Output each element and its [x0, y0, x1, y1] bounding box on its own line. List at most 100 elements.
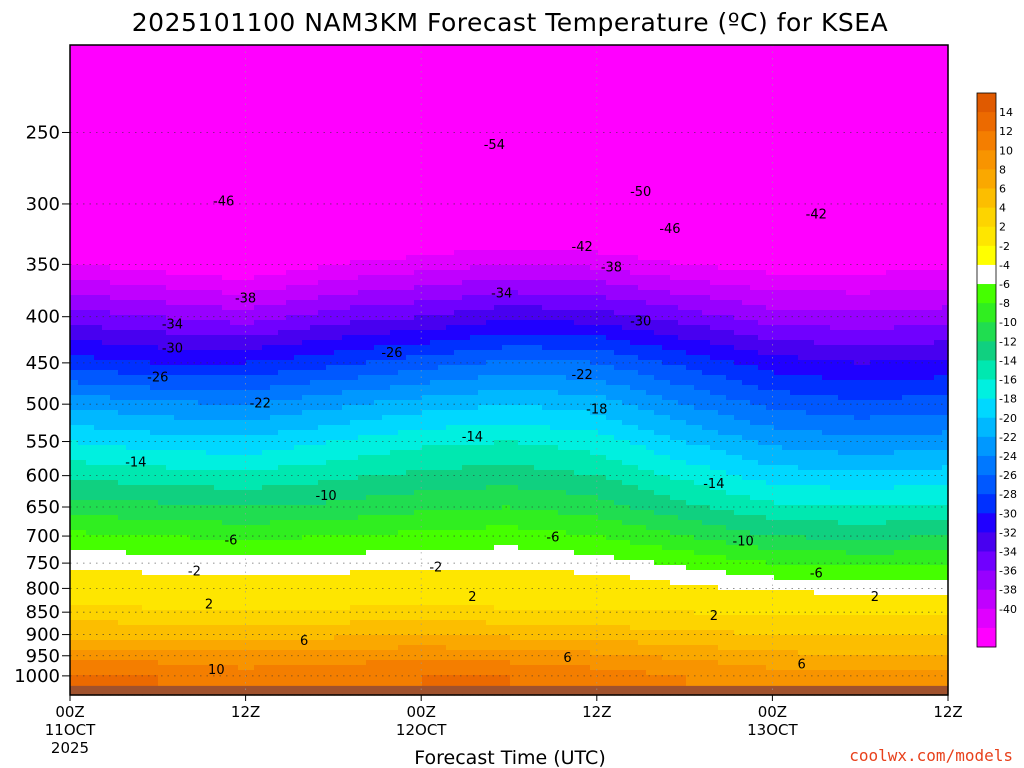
temperature-cell [262, 230, 271, 236]
temperature-cell [238, 420, 247, 426]
temperature-cell [78, 125, 87, 131]
temperature-cell [310, 360, 319, 366]
temperature-cell [142, 395, 151, 401]
temperature-cell [206, 360, 215, 366]
temperature-cell [222, 535, 231, 541]
temperature-cell [86, 75, 95, 81]
temperature-cell [358, 630, 367, 636]
temperature-cell [198, 585, 207, 591]
temperature-cell [198, 560, 207, 566]
temperature-cell [374, 300, 383, 306]
temperature-cell [102, 130, 111, 136]
temperature-cell [366, 270, 375, 276]
temperature-cell [222, 295, 231, 301]
temperature-cell [142, 305, 151, 311]
temperature-cell [342, 135, 351, 141]
temperature-cell [78, 270, 87, 276]
temperature-cell [350, 125, 359, 131]
temperature-cell [78, 440, 87, 446]
temperature-cell [278, 645, 287, 651]
temperature-cell [150, 235, 159, 241]
temperature-cell [110, 165, 119, 171]
temperature-cell [158, 125, 167, 131]
temperature-cell [302, 510, 311, 516]
temperature-cell [366, 595, 375, 601]
temperature-cell [278, 480, 287, 486]
temperature-cell [158, 235, 167, 241]
temperature-cell [254, 355, 263, 361]
temperature-cell [294, 190, 303, 196]
temperature-cell [150, 430, 159, 436]
temperature-cell [254, 235, 263, 241]
temperature-cell [302, 495, 311, 501]
temperature-cell [142, 190, 151, 196]
temperature-cell [214, 135, 223, 141]
temperature-cell [166, 85, 175, 91]
temperature-cell [246, 185, 255, 191]
temperature-cell [214, 55, 223, 61]
temperature-cell [270, 135, 279, 141]
temperature-cell [222, 190, 231, 196]
temperature-cell [294, 320, 303, 326]
temperature-cell [102, 275, 111, 281]
temperature-cell [270, 55, 279, 61]
temperature-cell [150, 575, 159, 581]
temperature-cell [110, 530, 119, 536]
temperature-cell [126, 530, 135, 536]
temperature-cell [78, 195, 87, 201]
temperature-cell [150, 105, 159, 111]
temperature-cell [270, 400, 279, 406]
temperature-cell [246, 255, 255, 261]
temperature-cell [150, 540, 159, 546]
temperature-cell [110, 285, 119, 291]
temperature-cell [174, 210, 183, 216]
temperature-cell [70, 155, 79, 161]
temperature-cell [302, 125, 311, 131]
temperature-cell [198, 480, 207, 486]
temperature-cell [142, 195, 151, 201]
temperature-cell [286, 465, 295, 471]
temperature-cell [134, 680, 143, 686]
temperature-cell [278, 315, 287, 321]
temperature-cell [246, 170, 255, 176]
temperature-cell [94, 625, 103, 631]
temperature-cell [166, 680, 175, 686]
temperature-cell [326, 480, 335, 486]
temperature-cell [358, 375, 367, 381]
temperature-cell [318, 155, 327, 161]
temperature-cell [238, 500, 247, 506]
temperature-cell [118, 425, 127, 431]
temperature-cell [270, 200, 279, 206]
temperature-cell [126, 590, 135, 596]
temperature-cell [94, 125, 103, 131]
temperature-cell [134, 625, 143, 631]
temperature-cell [350, 60, 359, 66]
temperature-cell [334, 85, 343, 91]
temperature-cell [278, 585, 287, 591]
temperature-cell [262, 195, 271, 201]
temperature-cell [70, 520, 79, 526]
temperature-cell [86, 580, 95, 586]
temperature-cell [318, 580, 327, 586]
temperature-cell [318, 520, 327, 526]
temperature-cell [238, 530, 247, 536]
temperature-cell [174, 615, 183, 621]
temperature-cell [158, 160, 167, 166]
temperature-cell [110, 575, 119, 581]
temperature-cell [326, 80, 335, 86]
temperature-cell [246, 555, 255, 561]
temperature-cell [318, 470, 327, 476]
temperature-cell [182, 130, 191, 136]
temperature-cell [182, 525, 191, 531]
temperature-cell [246, 125, 255, 131]
temperature-cell [262, 390, 271, 396]
temperature-cell [166, 395, 175, 401]
temperature-cell [126, 615, 135, 621]
temperature-cell [150, 370, 159, 376]
temperature-cell [134, 650, 143, 656]
temperature-cell [126, 310, 135, 316]
temperature-cell [150, 50, 159, 56]
temperature-cell [86, 295, 95, 301]
temperature-cell [214, 655, 223, 661]
temperature-cell [230, 650, 239, 656]
